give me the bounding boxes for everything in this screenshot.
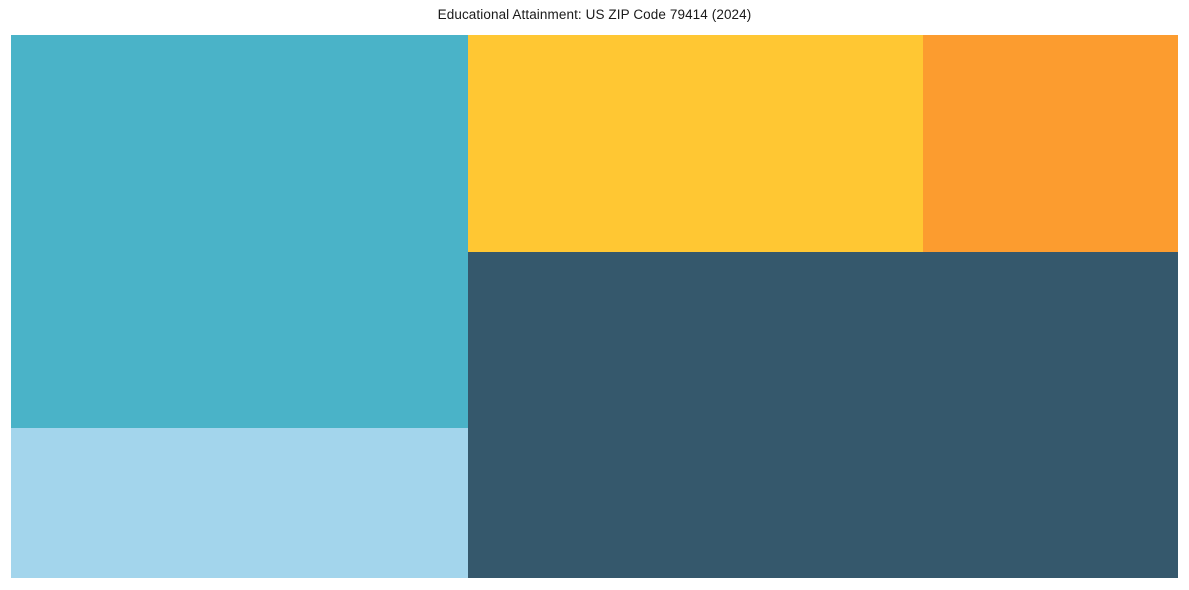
tile-teal[interactable]: Bachelor's degree [11, 35, 468, 428]
tile-label: Graduate or professional degree [17, 432, 175, 445]
tile-orange[interactable]: Less than high school [923, 35, 1178, 252]
tile-navy[interactable]: Some college or associate's degree [468, 252, 1178, 578]
tile-label: High school graduate [474, 39, 578, 52]
treemap-plot-area: Some college or associate's degree Bachel… [11, 35, 1178, 578]
tile-yellow[interactable]: High school graduate [468, 35, 923, 252]
tile-lightblue[interactable]: Graduate or professional degree [11, 428, 468, 578]
tile-label: Some college or associate's degree [474, 256, 648, 269]
tile-label: Bachelor's degree [17, 39, 105, 52]
chart-title: Educational Attainment: US ZIP Code 7941… [437, 7, 752, 22]
tile-label: Less than high school [929, 39, 1035, 52]
